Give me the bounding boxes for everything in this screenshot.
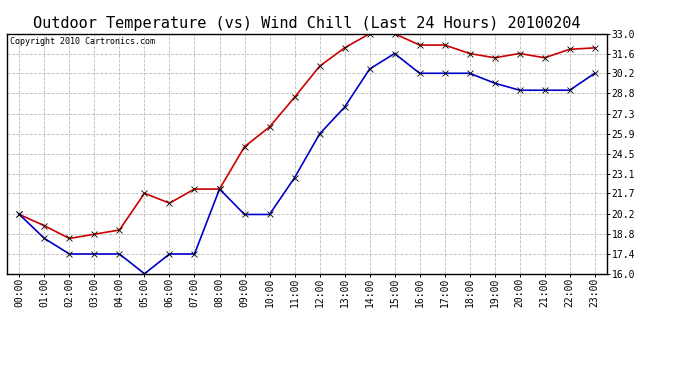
Title: Outdoor Temperature (vs) Wind Chill (Last 24 Hours) 20100204: Outdoor Temperature (vs) Wind Chill (Las…: [33, 16, 581, 31]
Text: Copyright 2010 Cartronics.com: Copyright 2010 Cartronics.com: [10, 38, 155, 46]
